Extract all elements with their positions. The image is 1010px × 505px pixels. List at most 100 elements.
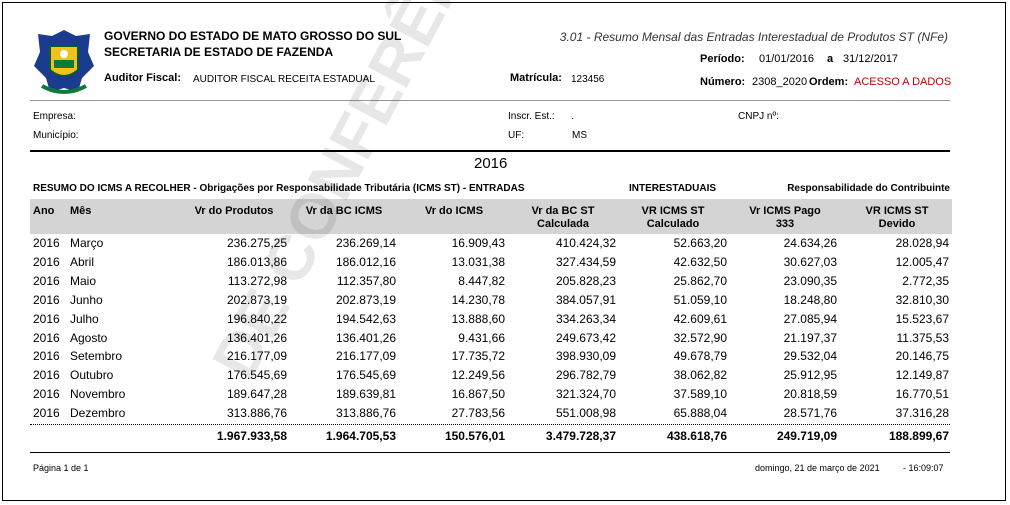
cell-value: 12.005,47 xyxy=(895,254,949,269)
summary-right: Responsabilidade do Contribuinte xyxy=(787,183,950,194)
cell-value: 37.589,10 xyxy=(673,387,727,402)
cell-value: 12.149,87 xyxy=(895,368,949,383)
column-header: Vr do ICMS xyxy=(424,205,484,217)
cell-value: 216.177,09 xyxy=(335,349,396,364)
cell-value: 327.434,59 xyxy=(555,254,616,269)
cell-value: 136.401,26 xyxy=(226,330,287,345)
column-header: Vr da BC ST xyxy=(531,205,595,217)
cell-value: 112.357,80 xyxy=(336,273,396,288)
cell-value: 205.828,23 xyxy=(555,273,616,288)
column-header: Mês xyxy=(70,205,92,217)
cell-value: 12.249,56 xyxy=(451,368,505,383)
cell-year: 2016 xyxy=(33,311,60,326)
numero-label: Número: xyxy=(700,76,746,88)
cell-year: 2016 xyxy=(33,254,60,269)
cell-value: 28.028,94 xyxy=(895,236,949,250)
cell-month: Maio xyxy=(70,273,97,288)
numero: 2308_2020 xyxy=(752,76,808,88)
cell-value: 196.840,22 xyxy=(226,311,287,326)
cell-value: 202.873,19 xyxy=(335,292,396,307)
column-header: Vr do Produtos xyxy=(194,205,274,217)
cell-value: 30.627,03 xyxy=(783,254,837,269)
cell-year: 2016 xyxy=(33,273,60,288)
column-header: Calculado xyxy=(646,218,700,230)
cell-value: 321.324,70 xyxy=(555,387,616,402)
cell-year: 2016 xyxy=(33,236,60,250)
cell-value: 136.401,26 xyxy=(335,330,396,345)
summary-middle: INTERESTADUAIS xyxy=(629,183,717,194)
cell-value: 20.146,75 xyxy=(895,349,949,364)
column-header: Vr ICMS Pago xyxy=(749,205,821,217)
cell-value: 398.930,09 xyxy=(555,349,616,364)
cell-year: 2016 xyxy=(33,292,60,307)
total-separator xyxy=(30,424,950,425)
column-header: VR ICMS ST xyxy=(641,205,705,217)
cell-value: 29.532,04 xyxy=(783,349,837,364)
cell-value: 13.031,38 xyxy=(451,254,505,269)
total-value: 188.899,67 xyxy=(888,429,949,443)
report-title: 3.01 - Resumo Mensal das Entradas Intere… xyxy=(559,30,948,44)
footer-date: domingo, 21 de março de 2021 xyxy=(755,463,880,473)
cnpj-label: CNPJ nº: xyxy=(738,111,779,122)
cell-value: 24.634,26 xyxy=(783,236,837,250)
cell-value: 23.090,35 xyxy=(783,273,837,288)
cell-value: 189.647,28 xyxy=(226,387,287,402)
cell-value: 11.375,53 xyxy=(896,330,950,345)
ordem: ACESSO A DADOS xyxy=(854,76,952,88)
total-value: 1.967.933,58 xyxy=(216,429,287,443)
summary-left: RESUMO DO ICMS A RECOLHER - Obrigações p… xyxy=(33,183,525,194)
empresa-label: Empresa: xyxy=(33,111,76,122)
cell-value: 8.447,82 xyxy=(458,273,505,288)
uf-label: UF: xyxy=(508,130,525,141)
cell-month: Julho xyxy=(70,311,99,326)
cell-value: 249.673,42 xyxy=(555,330,616,345)
cell-value: 194.542,63 xyxy=(335,311,396,326)
cell-value: 21.197,37 xyxy=(783,330,837,345)
municipio-label: Município: xyxy=(33,130,79,141)
cell-value: 9.431,66 xyxy=(458,330,505,345)
total-value: 150.576,01 xyxy=(444,429,505,443)
total-value: 3.479.728,37 xyxy=(545,429,616,443)
column-header: 333 xyxy=(775,218,795,230)
footer-time: - 16:09:07 xyxy=(903,463,944,473)
ordem-label: Ordem: xyxy=(809,76,849,88)
periodo-start: 01/01/2016 xyxy=(759,53,815,65)
cell-value: 32.810,30 xyxy=(895,292,949,307)
secretaria: SECRETARIA DE ESTADO DE FAZENDA xyxy=(104,45,334,59)
cell-value: 202.873,19 xyxy=(226,292,287,307)
cell-value: 28.571,76 xyxy=(783,406,837,421)
cell-value: 25.912,95 xyxy=(783,368,837,383)
cell-year: 2016 xyxy=(33,330,60,345)
cell-value: 32.572,90 xyxy=(673,330,727,345)
cell-value: 186.013,86 xyxy=(226,254,287,269)
column-header: Vr da BC ICMS xyxy=(305,205,383,217)
matricula-label: Matrícula: xyxy=(510,72,562,84)
cell-value: 42.609,61 xyxy=(673,311,727,326)
cell-value: 27.783,56 xyxy=(451,406,505,421)
cell-value: 16.867,50 xyxy=(451,387,505,402)
cell-month: Agosto xyxy=(70,330,108,345)
cell-year: 2016 xyxy=(33,406,60,421)
cell-month: Dezembro xyxy=(70,406,126,421)
cell-value: 236.275,25 xyxy=(226,236,287,250)
cell-year: 2016 xyxy=(33,349,60,364)
column-header: Ano xyxy=(33,205,55,217)
cell-value: 2.772,35 xyxy=(902,273,949,288)
cell-value: 313.886,76 xyxy=(226,406,287,421)
total-value: 249.719,09 xyxy=(776,429,837,443)
auditor: AUDITOR FISCAL RECEITA ESTADUAL xyxy=(193,74,375,85)
cell-value: 296.782,79 xyxy=(555,368,616,383)
cell-value: 49.678,79 xyxy=(673,349,727,364)
cell-month: Novembro xyxy=(70,387,126,402)
divider xyxy=(30,100,950,101)
cell-value: 236.269,14 xyxy=(335,236,396,250)
cell-value: 189.639,81 xyxy=(335,387,396,402)
cell-value: 27.085,94 xyxy=(783,311,837,326)
cell-value: 334.263,34 xyxy=(555,311,616,326)
cell-value: 65.888,04 xyxy=(673,406,727,421)
matricula: 123456 xyxy=(571,74,605,85)
inscr: . xyxy=(571,111,574,122)
cell-value: 51.059,10 xyxy=(673,292,727,307)
